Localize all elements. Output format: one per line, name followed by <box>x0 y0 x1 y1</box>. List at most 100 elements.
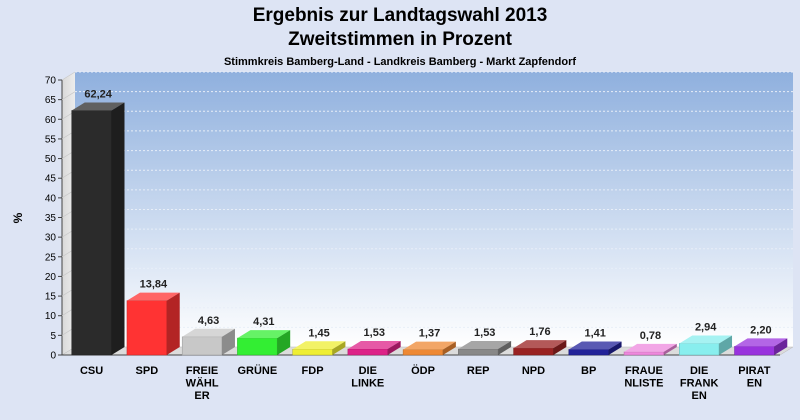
bar-side <box>387 340 401 355</box>
y-tick-label: 60 <box>45 115 57 126</box>
bar-top <box>237 330 291 339</box>
category-label-line: ÖDP <box>411 364 435 377</box>
bar <box>71 102 125 356</box>
chart-title: Ergebnis zur Landtagswahl 2013 <box>252 5 548 26</box>
bar <box>292 341 346 356</box>
bar-top <box>568 341 622 350</box>
bar-side <box>608 341 622 355</box>
bar-front <box>458 348 499 356</box>
value-label: 4,31 <box>253 316 274 328</box>
bar <box>568 341 622 356</box>
bar-front <box>568 349 609 356</box>
value-label: 0,78 <box>640 330 661 342</box>
bar-side <box>553 340 567 355</box>
bar <box>623 343 677 356</box>
bar-front <box>513 347 554 356</box>
value-label: 2,94 <box>695 321 717 333</box>
bar-top <box>126 292 180 301</box>
category-label-line: BP <box>581 365 596 377</box>
bar-top <box>624 343 677 352</box>
bar-top <box>403 341 456 350</box>
y-tick-label: 20 <box>45 272 57 283</box>
category-label: DIE FRANK EN <box>680 365 719 402</box>
bar-top <box>71 102 125 111</box>
bar-front <box>734 346 775 356</box>
y-tick-label: 65 <box>45 95 57 106</box>
category-label: CSU <box>80 365 103 377</box>
category-label-line: FDP <box>302 365 324 377</box>
gridline-side <box>61 71 76 81</box>
bar-front <box>347 348 388 356</box>
bar-side <box>498 340 512 355</box>
category-label-line: DIE <box>690 365 708 377</box>
category-label-line: FRANK <box>680 378 719 390</box>
category-label: ÖDP <box>411 364 435 377</box>
category-label: FREIE WÄHL ER <box>186 365 219 402</box>
category-label-line: NPD <box>522 365 545 377</box>
bar <box>734 338 788 356</box>
category-label-line: FRAUE <box>625 365 663 377</box>
y-tick-label: 0 <box>50 351 56 362</box>
value-label: 1,53 <box>364 327 385 339</box>
y-tick-label: 5 <box>50 331 56 342</box>
category-label: GRÜNE <box>237 364 277 377</box>
chart-title-line-2: Zweitstimmen in Prozent <box>288 29 512 50</box>
bar-front <box>71 110 112 356</box>
bar-side <box>442 341 456 355</box>
category-label: BP <box>581 365 596 377</box>
bar-front <box>292 349 333 356</box>
plot-back-wall <box>75 72 793 347</box>
category-label-line: CSU <box>80 365 103 377</box>
bar-top <box>734 338 788 347</box>
category-label: REP <box>467 365 490 377</box>
y-tick-label: 50 <box>45 154 57 165</box>
y-tick-label: 10 <box>45 311 57 322</box>
category-label-line: DIE <box>359 365 377 377</box>
category-label-line: WÄHL <box>186 377 219 390</box>
value-label: 13,84 <box>140 279 168 291</box>
bar <box>513 340 567 356</box>
bar <box>237 330 291 356</box>
y-tick-label: 35 <box>45 213 57 224</box>
y-tick-label: 40 <box>45 193 57 204</box>
y-tick-label: 55 <box>45 134 57 145</box>
category-label: PIRAT EN <box>738 365 770 390</box>
bar <box>458 340 512 356</box>
gridline-side <box>61 91 76 100</box>
bar-side <box>663 343 677 355</box>
category-label-line: SPD <box>136 365 159 377</box>
bar-front <box>237 337 278 356</box>
bar-front <box>623 351 665 356</box>
category-label-line: NLISTE <box>624 378 663 390</box>
value-label: 4,63 <box>198 315 219 327</box>
bar-front <box>402 349 444 356</box>
bar-top <box>347 340 401 349</box>
category-label: FRAUE NLISTE <box>624 365 663 390</box>
category-label-line: REP <box>467 365 490 377</box>
y-tick-label: 45 <box>45 174 57 185</box>
category-label-line: FREIE <box>186 365 218 377</box>
y-tick-label: 70 <box>45 76 57 87</box>
value-label: 1,53 <box>474 327 495 339</box>
bar <box>402 341 456 356</box>
bar-side <box>277 330 291 355</box>
bar-side <box>221 328 235 355</box>
bar <box>126 292 180 356</box>
bar-front <box>126 300 167 356</box>
value-label: 1,76 <box>529 326 550 338</box>
chart-subtitle: Stimmkreis Bamberg-Land - Landkreis Bamb… <box>223 56 577 68</box>
bar <box>181 328 235 356</box>
category-label: DIE LINKE <box>351 365 384 390</box>
y-tick-label: 25 <box>45 252 57 263</box>
bar <box>347 340 401 356</box>
category-label-line: LINKE <box>351 378 384 390</box>
value-label: 1,41 <box>584 327 605 339</box>
category-label-line: ER <box>194 390 209 402</box>
value-label: 1,37 <box>419 328 440 340</box>
bar-top <box>292 341 346 350</box>
bar-front <box>181 336 223 356</box>
y-axis-label: % <box>11 212 25 223</box>
category-label: FDP <box>302 365 324 377</box>
bar-side <box>719 335 733 355</box>
category-label-line: GRÜNE <box>237 364 277 377</box>
